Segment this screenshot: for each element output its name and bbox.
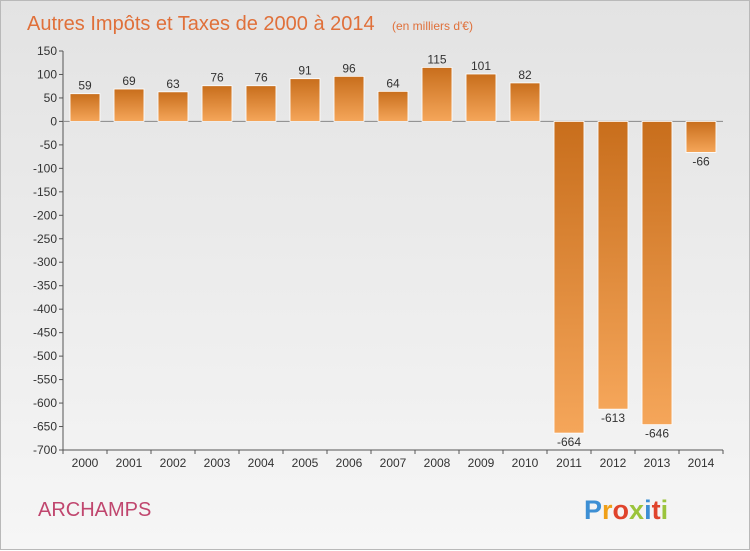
y-axis: 150 100 50 0 -50 -100 -150 -200 -250 -300 -350 -400…: [33, 44, 723, 457]
logo-letter: x: [629, 495, 644, 525]
y-tick-label: 0: [50, 114, 57, 128]
y-tick-label: -50: [40, 138, 58, 152]
bar-value-label: 96: [342, 61, 356, 75]
logo-letter: i: [644, 495, 652, 525]
x-tick-label: 2002: [160, 456, 187, 470]
bar-value-labels: 59 69 63 76 76 91 96 64 115 101 82 -664 -613 -646 -66: [78, 52, 710, 449]
y-tick-label: 50: [44, 91, 58, 105]
x-tick-label: 2014: [688, 456, 715, 470]
chart-title: Autres Impôts et Taxes de 2000 à 2014: [27, 13, 375, 35]
y-tick-label: 100: [37, 67, 57, 81]
bar-value-label: 64: [386, 76, 400, 90]
y-tick-label: -150: [33, 185, 57, 199]
x-tick-label: 2010: [512, 456, 539, 470]
y-tick-label: -500: [33, 349, 57, 363]
bar-value-label: 115: [427, 52, 446, 66]
bar-value-label: 76: [210, 71, 224, 85]
y-tick-label: -300: [33, 255, 57, 269]
commune-name: ARCHAMPS: [38, 499, 151, 521]
y-tick-label: -450: [33, 326, 57, 340]
x-tick-label: 2004: [248, 456, 275, 470]
logo-letter: o: [613, 495, 630, 525]
y-tick-label: -100: [33, 161, 57, 175]
bar-value-label: 59: [78, 79, 92, 93]
bar-value-label: 76: [254, 71, 268, 85]
bar: [597, 121, 629, 410]
bar: [465, 73, 497, 122]
x-tick-label: 2011: [556, 456, 582, 470]
proxiti-logo-text: Proxiti: [584, 495, 668, 525]
bar-value-label: 69: [122, 74, 136, 88]
x-tick-label: 2005: [292, 456, 319, 470]
y-tick-label: -250: [33, 232, 57, 246]
bar: [641, 121, 673, 426]
x-tick-label: 2009: [468, 456, 495, 470]
y-tick-label: -200: [33, 208, 57, 222]
bar-value-label: -66: [692, 154, 710, 168]
x-axis: 2000 2001 2002 2003 2004 2005 2006 2007 2008 2009…: [62, 449, 724, 470]
bar-value-label: 63: [166, 77, 180, 91]
y-tick-label: -550: [33, 373, 57, 387]
bar-value-label: -664: [557, 435, 581, 449]
bar: [245, 85, 277, 122]
logo-letter: t: [652, 495, 661, 525]
y-tick-label: -600: [33, 396, 57, 410]
bar-value-label: 91: [298, 64, 312, 78]
bar: [421, 67, 453, 122]
bar: [333, 75, 365, 122]
x-tick-label: 2012: [600, 456, 627, 470]
bar: [157, 91, 189, 122]
bar: [509, 82, 541, 122]
bar: [377, 90, 409, 122]
y-tick-label: -350: [33, 279, 57, 293]
x-tick-label: 2001: [116, 456, 143, 470]
bar-value-label: -646: [645, 427, 669, 441]
chart-subtitle: (en milliers d'€): [392, 19, 473, 33]
proxiti-logo: Proxiti: [584, 495, 668, 525]
logo-letter: r: [602, 495, 613, 525]
y-tick-label: -700: [33, 443, 57, 457]
x-tick-label: 2008: [424, 456, 451, 470]
bar: [289, 78, 321, 122]
bar: [553, 121, 585, 434]
x-tick-label: 2013: [644, 456, 671, 470]
x-tick-label: 2006: [336, 456, 363, 470]
bar: [113, 88, 145, 122]
bar: [201, 85, 233, 122]
logo-letter: i: [661, 495, 669, 525]
x-tick-label: 2000: [72, 456, 99, 470]
y-tick-label: -400: [33, 302, 57, 316]
y-tick-label: 150: [37, 44, 57, 58]
bar-value-label: 101: [471, 59, 491, 73]
bars: [69, 67, 717, 434]
bar: [685, 121, 717, 153]
y-tick-label: -650: [33, 420, 57, 434]
x-tick-label: 2003: [204, 456, 231, 470]
bar: [69, 93, 101, 122]
x-tick-label: 2007: [380, 456, 407, 470]
bar-value-label: 82: [518, 68, 532, 82]
logo-letter: P: [584, 495, 602, 525]
bar-value-label: -613: [601, 411, 625, 425]
